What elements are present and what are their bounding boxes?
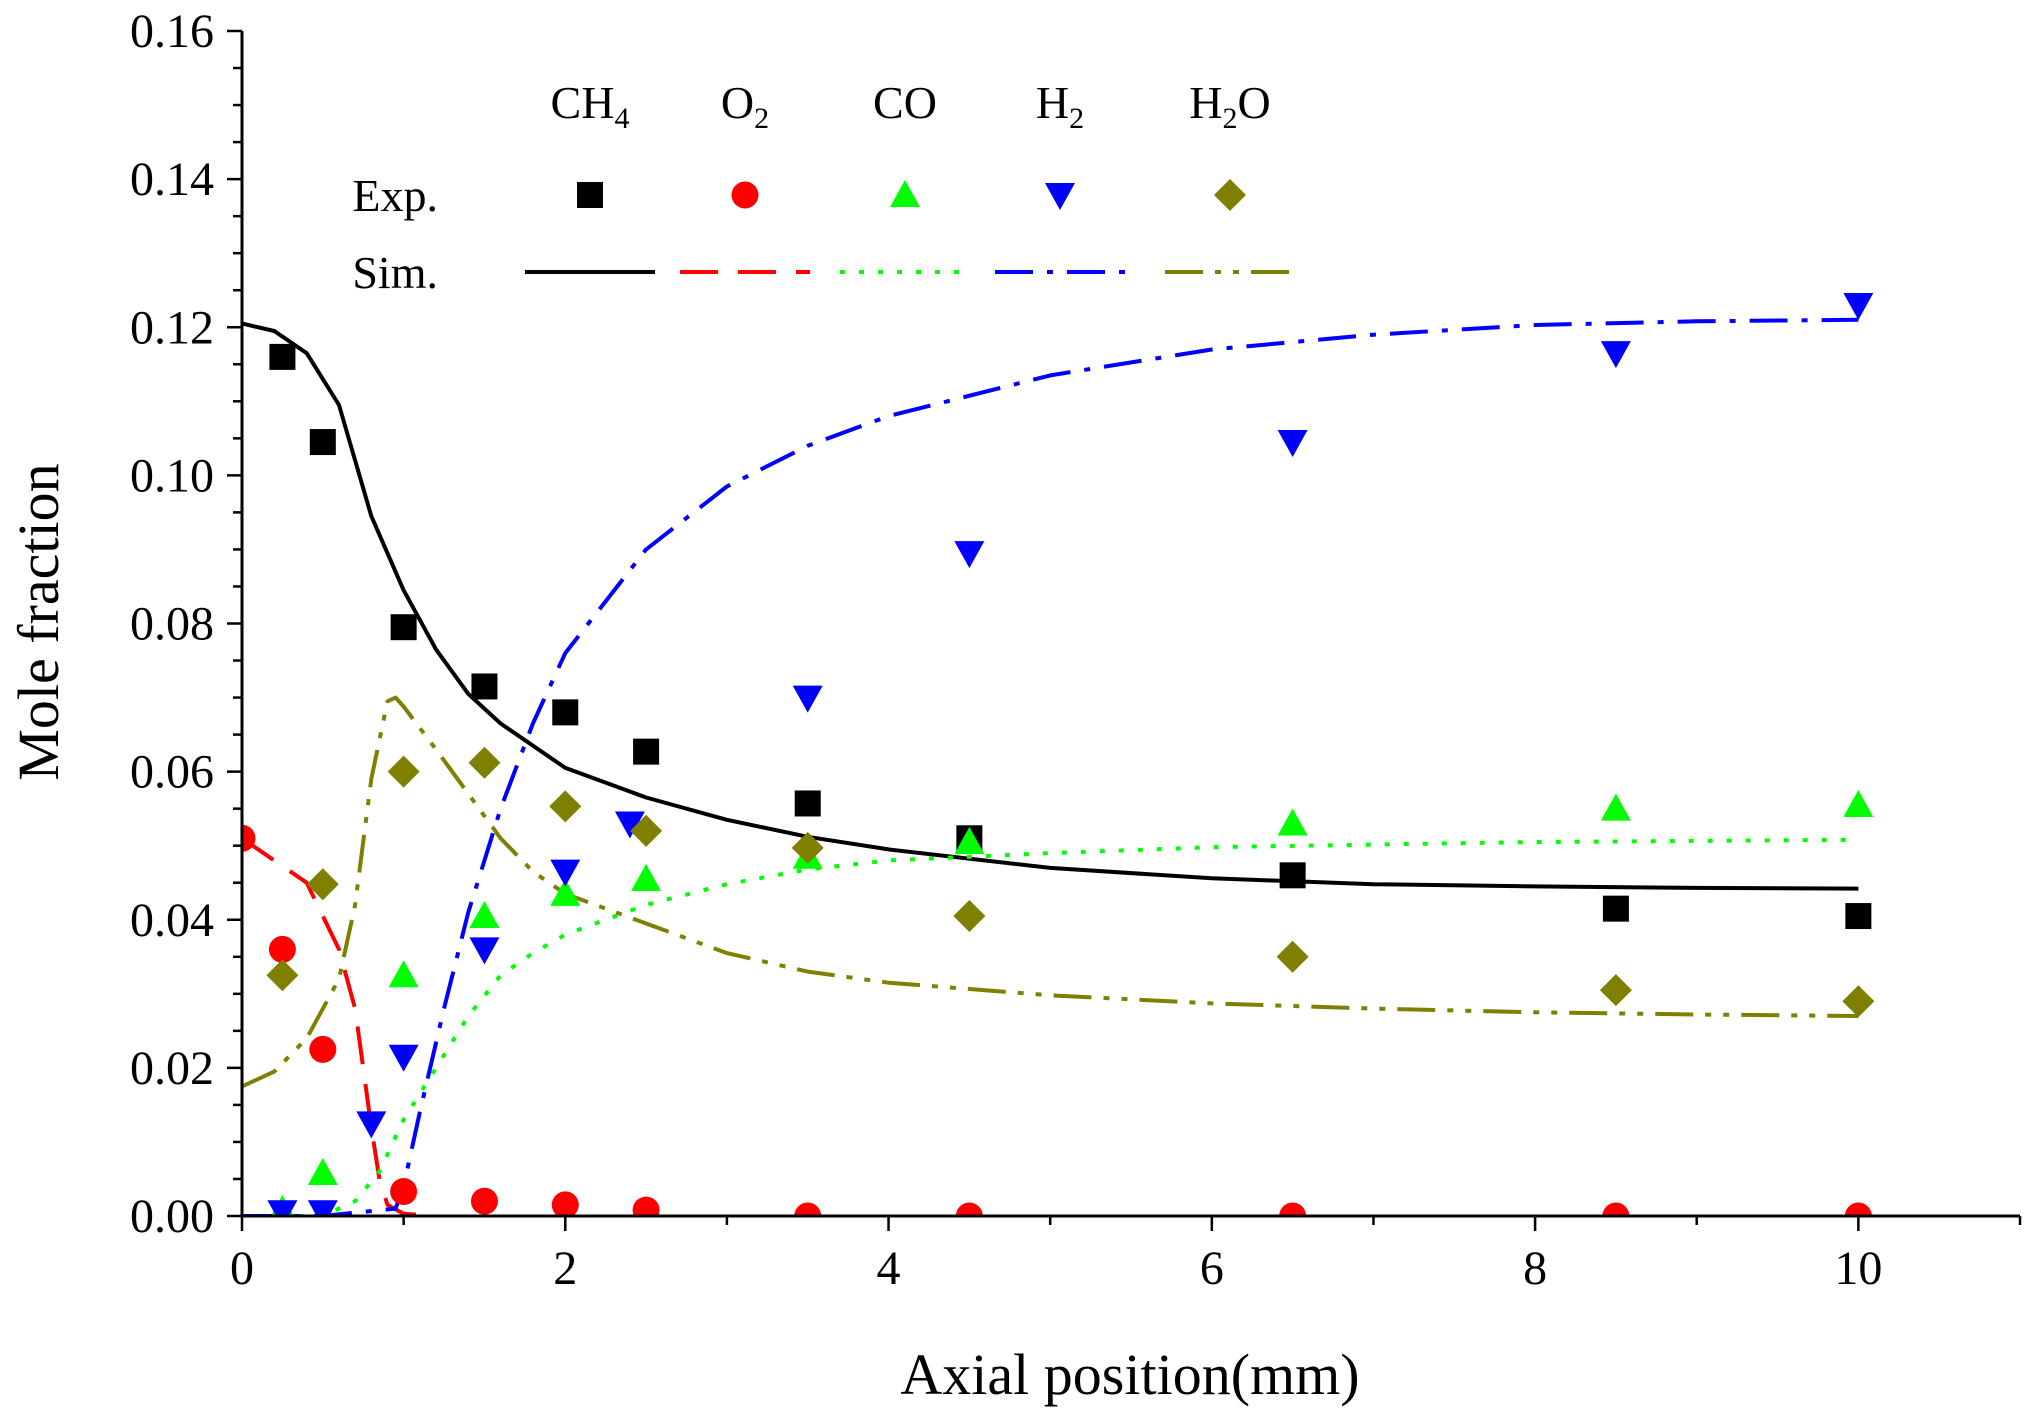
exp-point-h2 (469, 937, 500, 965)
exp-point-h2 (1277, 430, 1308, 458)
x-tick-label: 8 (1523, 1242, 1547, 1295)
exp-point-ch4 (794, 790, 821, 817)
exp-point-o2 (1844, 1202, 1872, 1216)
exp-point-ch4 (269, 343, 296, 370)
exp-point-h2o (387, 755, 420, 788)
x-tick-label: 4 (877, 1242, 901, 1295)
exp-point-co (550, 878, 581, 906)
exp-point-h2 (388, 1044, 419, 1072)
y-tick-label: 0.02 (130, 1042, 214, 1095)
y-tick-label: 0.10 (130, 449, 214, 502)
exp-point-ch4 (1279, 862, 1306, 889)
exp-point-h2o (1276, 940, 1309, 973)
exp-point-o2 (268, 935, 296, 963)
exp-point-co (469, 901, 500, 929)
exp-point-o2 (470, 1187, 498, 1215)
exp-point-h2o (306, 868, 339, 901)
legend-header-h2o: H2O (1189, 77, 1270, 135)
y-tick-label: 0.08 (130, 598, 214, 651)
y-tick-label: 0.06 (130, 746, 214, 799)
exp-point-co (1277, 808, 1308, 836)
x-tick-label: 10 (1834, 1242, 1882, 1295)
exp-point-co (388, 960, 419, 988)
legend-marker-ch4 (577, 182, 603, 208)
exp-point-h2 (1600, 341, 1631, 369)
y-tick-label: 0.12 (130, 301, 214, 354)
exp-point-h2o (953, 900, 986, 933)
exp-point-o2 (955, 1202, 983, 1216)
y-tick-label: 0.14 (130, 153, 214, 206)
exp-point-ch4 (1602, 895, 1629, 922)
exp-point-o2 (1602, 1202, 1630, 1216)
exp-point-o2 (551, 1191, 579, 1216)
exp-point-h2o (266, 959, 299, 992)
x-tick-label: 2 (553, 1242, 577, 1295)
legend-header-o2: O2 (721, 77, 769, 135)
y-tick-label: 0.04 (130, 894, 214, 947)
exp-point-ch4 (309, 429, 336, 456)
exp-point-h2o (549, 790, 582, 823)
exp-point-ch4 (1845, 903, 1872, 930)
legend-marker-h2 (1045, 183, 1075, 210)
exp-point-o2 (242, 824, 256, 852)
exp-point-co (954, 826, 985, 854)
y-axis-title: Mole fraction (6, 463, 71, 780)
exp-point-h2 (267, 1200, 298, 1216)
exp-point-co (307, 1158, 338, 1186)
exp-point-co (1843, 789, 1874, 817)
exp-point-co (631, 864, 662, 892)
legend-marker-o2 (731, 181, 759, 209)
legend-header-co: CO (873, 77, 937, 128)
exp-point-h2 (307, 1200, 338, 1216)
legend-exp-label: Exp. (352, 170, 438, 221)
exp-point-h2 (550, 859, 581, 887)
exp-point-h2 (614, 811, 645, 839)
legend-marker-h2o (1214, 179, 1246, 211)
exp-point-h2o (468, 746, 501, 779)
exp-point-ch4 (471, 673, 498, 700)
legend-header-ch4: CH4 (551, 77, 630, 135)
exp-point-ch4 (633, 738, 660, 765)
exp-point-o2 (309, 1035, 337, 1063)
y-tick-label: 0.16 (130, 5, 214, 58)
exp-point-o2 (390, 1178, 418, 1206)
sim-line-h2 (242, 317, 1859, 1216)
x-axis-title: Axial position(mm) (900, 1342, 1359, 1407)
exp-point-h2 (1843, 293, 1874, 321)
exp-point-ch4 (390, 614, 417, 641)
exp-point-o2 (794, 1202, 822, 1216)
exp-point-o2 (1279, 1202, 1307, 1216)
exp-point-ch4 (552, 699, 579, 726)
exp-point-h2o (1842, 985, 1875, 1018)
sim-line-o2 (242, 836, 437, 1216)
exp-point-h2 (356, 1111, 387, 1139)
legend-header-h2: H2 (1036, 77, 1084, 135)
legend-marker-co (890, 180, 920, 207)
x-tick-label: 6 (1200, 1242, 1224, 1295)
sim-line-h2o (242, 695, 1859, 1089)
exp-point-o2 (632, 1196, 660, 1216)
exp-point-h2 (792, 685, 823, 713)
exp-point-h2o (1599, 974, 1632, 1007)
legend-sim-label: Sim. (352, 247, 438, 298)
exp-point-h2o (630, 814, 663, 847)
exp-point-h2 (954, 541, 985, 569)
y-tick-label: 0.00 (130, 1190, 214, 1243)
exp-point-co (1600, 793, 1631, 821)
x-tick-label: 0 (230, 1242, 254, 1295)
exp-point-h2o (791, 831, 824, 864)
sim-line-ch4 (242, 321, 1859, 891)
